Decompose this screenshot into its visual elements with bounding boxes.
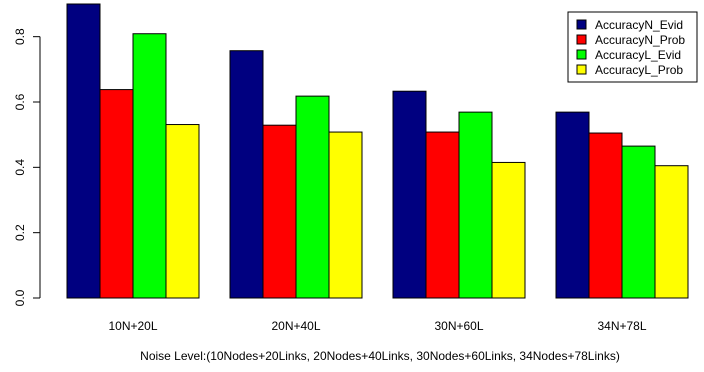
bar-AccuracyL_Prob-20N+40L [328,131,363,299]
bar-AccuracyN_Evid-10N+20L [66,3,101,299]
y-tick-label: 0.8 [13,28,27,45]
bar-AccuracyL_Prob-10N+20L [165,124,200,299]
legend-box [567,11,698,83]
bar-AccuracyN_Evid-30N+60L [392,90,427,299]
legend-swatch [576,49,587,60]
legend: AccuracyN_EvidAccuracyN_ProbAccuracyL_Ev… [567,11,698,83]
legend-label: AccuracyL_Prob [595,63,683,77]
bar-AccuracyN_Prob-34N+78L [588,132,623,299]
y-tick-label: 0.4 [13,159,27,176]
legend-label: AccuracyL_Evid [595,48,681,62]
bar-AccuracyL_Evid-30N+60L [458,111,493,299]
y-tick-label: 0.2 [13,224,27,241]
y-tick-label: 0.6 [13,93,27,110]
bar-AccuracyL_Prob-34N+78L [654,165,689,299]
bar-AccuracyL_Evid-20N+40L [295,95,330,299]
x-tick-label: 30N+60L [434,319,483,333]
bar-AccuracyL_Evid-34N+78L [621,145,656,299]
bar-AccuracyL_Prob-30N+60L [491,161,526,299]
bar-AccuracyL_Evid-10N+20L [132,33,167,299]
x-tick-label: 10N+20L [108,319,157,333]
x-axis-label: Noise Level:(10Nodes+20Links, 20Nodes+40… [140,349,620,363]
y-axis: 0.0 0.2 0.4 0.6 0.8 [13,28,41,306]
y-tick-label: 0.0 [13,289,27,306]
legend-label: AccuracyN_Prob [595,33,685,47]
legend-swatch [576,64,587,75]
bar-AccuracyN_Prob-20N+40L [262,124,297,299]
x-tick-label: 34N+78L [597,319,646,333]
legend-label: AccuracyN_Evid [595,18,683,32]
x-tick-label: 20N+40L [271,319,320,333]
legend-swatch [576,34,587,45]
bar-AccuracyN_Prob-30N+60L [425,131,460,299]
x-category-labels: 10N+20L 20N+40L 30N+60L 34N+78L [108,319,646,333]
bar-AccuracyN_Evid-20N+40L [229,50,264,299]
bars [66,3,689,299]
bar-AccuracyN_Prob-10N+20L [99,89,134,299]
legend-swatch [576,19,587,30]
bar-AccuracyN_Evid-34N+78L [555,111,590,299]
